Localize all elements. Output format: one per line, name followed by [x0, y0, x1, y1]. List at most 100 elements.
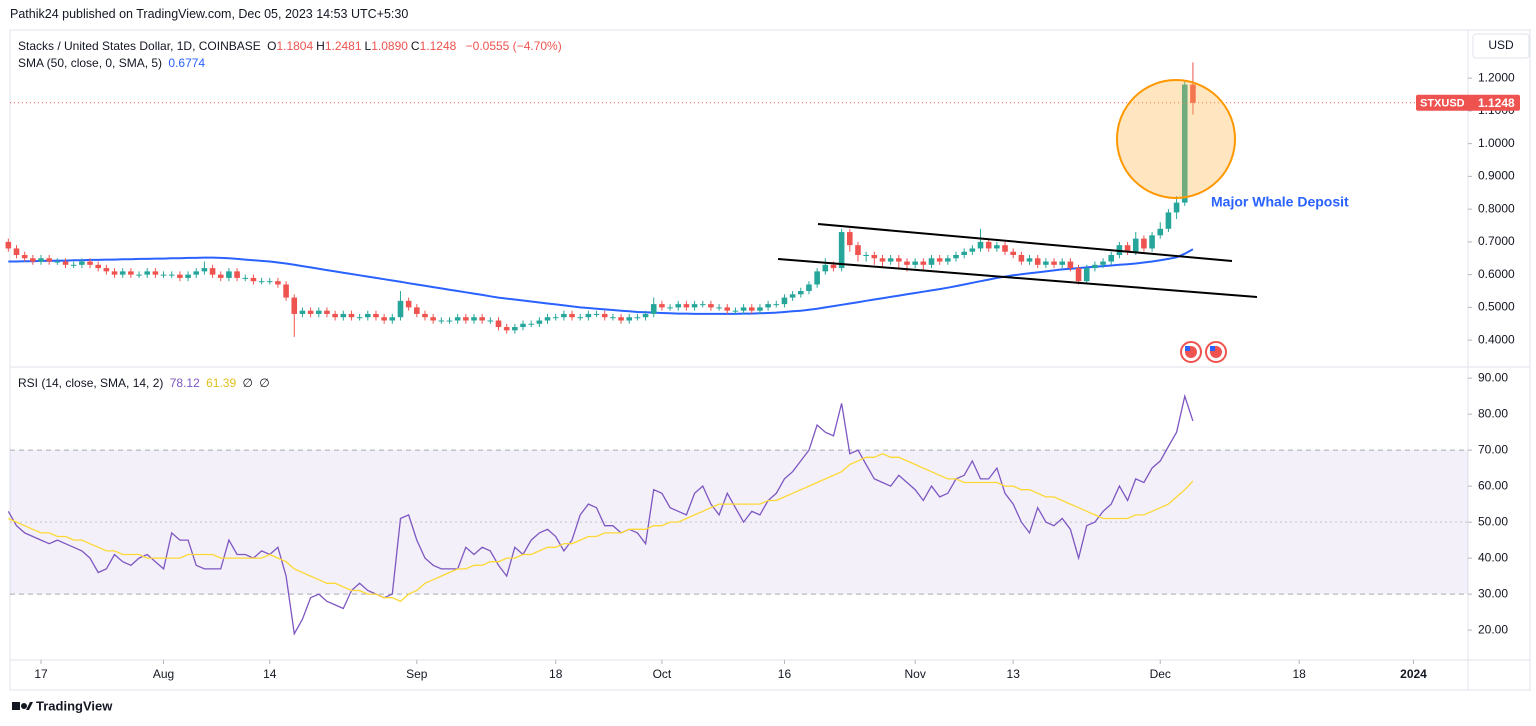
candle-body [1083, 268, 1090, 282]
candle-body [479, 317, 485, 321]
candle-body [1059, 261, 1066, 265]
candle-body [1034, 258, 1041, 265]
y-tick-label: 60.00 [1478, 478, 1508, 492]
candle-body [887, 258, 894, 262]
candle-body [13, 248, 20, 255]
candle-body [912, 261, 918, 265]
y-tick-label: 90.00 [1478, 370, 1508, 384]
x-tick-label: Nov [904, 667, 925, 681]
candle-body [969, 248, 976, 252]
candle-body [62, 261, 69, 265]
candle-body [201, 268, 208, 272]
candle-body [487, 320, 494, 322]
candle-body [21, 254, 28, 259]
candle-body [1141, 238, 1147, 249]
candle-body [463, 317, 469, 321]
candle-body [561, 313, 567, 318]
candle-body [985, 241, 992, 249]
rsi-legend: RSI (14, close, SMA, 14, 2) 78.12 61.39 … [18, 376, 273, 390]
candle-body [185, 274, 191, 278]
candle-body [896, 258, 902, 262]
candle-body [1181, 84, 1188, 203]
frame [9, 29, 1531, 691]
candle-body [1149, 235, 1155, 249]
y-tick-label: 20.00 [1478, 622, 1508, 636]
candle-body [87, 261, 93, 265]
candle-body [119, 271, 126, 275]
candle-body [70, 264, 77, 266]
candle-body [226, 271, 232, 278]
candle-body [111, 271, 118, 275]
candle-body [5, 241, 12, 249]
candle-body [920, 261, 927, 265]
candle-body [1010, 251, 1016, 255]
rsi-extra: ∅ [259, 376, 270, 390]
sma-title: SMA (50, close, 0, SMA, 5) [18, 56, 163, 70]
candle-body [414, 307, 420, 314]
candle-body [495, 320, 502, 328]
candle-body [765, 304, 771, 308]
candle-body [405, 300, 412, 308]
candle-body [544, 317, 551, 321]
candle-body [250, 277, 257, 282]
candle-body [136, 274, 142, 276]
candle-body [291, 297, 298, 314]
y-tick-label: 0.9000 [1478, 169, 1515, 183]
candle-body [904, 261, 910, 265]
price-legend: Stacks / United States Dollar, 1D, COINB… [18, 39, 565, 53]
currency-button[interactable] [1472, 33, 1530, 59]
x-tick-label: Oct [653, 667, 672, 681]
legend-change: −0.0555 (−4.70%) [465, 39, 562, 53]
tradingview-logo [12, 702, 33, 710]
price-tag [1416, 94, 1520, 111]
candle-body [708, 304, 714, 308]
candle-body [46, 258, 52, 262]
candle-body [422, 313, 428, 318]
legend-value: 1.2481 [324, 39, 362, 53]
candle-body [585, 313, 592, 318]
candle-body [822, 264, 829, 272]
candle-body [601, 313, 608, 318]
candle-body [626, 317, 633, 321]
candle-body [789, 294, 796, 298]
candle-body [994, 245, 1000, 249]
candle-body [332, 313, 338, 318]
currency[interactable]: USD [1488, 38, 1514, 52]
candle-body [430, 317, 436, 321]
publisher: Pathik24 published on TradingView.com, D… [10, 7, 409, 21]
candle-body [855, 245, 861, 255]
rsi-ma-line [8, 452, 1194, 603]
candle-body [797, 291, 804, 295]
legend-value: 1.0890 [371, 39, 408, 53]
candle-body [838, 232, 845, 269]
candle-body [569, 313, 575, 318]
rsi-extra: ∅ [242, 376, 253, 390]
candle-body [667, 307, 673, 309]
candle-body [732, 310, 739, 312]
rsi-value: 78.12 [169, 376, 200, 390]
y-tick-label: 0.7000 [1478, 234, 1515, 248]
candle-body [266, 281, 273, 283]
candle-body [234, 271, 240, 278]
candle-body [863, 254, 869, 256]
legend-label: H [316, 39, 325, 53]
candle-body [324, 310, 330, 314]
candle-body [38, 258, 44, 262]
candle-body [577, 317, 584, 319]
candle-body [217, 274, 224, 278]
rsi-title: RSI (14, close, SMA, 14, 2) [18, 376, 164, 390]
event-flag [1205, 341, 1227, 363]
rsi-line [7, 393, 1194, 636]
x-tick-label: 18 [1292, 667, 1306, 681]
candle-body [1132, 238, 1139, 252]
x-tick-label: 18 [549, 667, 563, 681]
candle-body [740, 307, 747, 311]
logo-text: TradingView [36, 698, 113, 713]
candle-body [503, 327, 510, 331]
candle-body [773, 304, 780, 306]
x-tick-label: 14 [263, 667, 277, 681]
y-tick-label: 70.00 [1478, 442, 1508, 456]
candle-body [340, 313, 347, 318]
candle-body [454, 317, 461, 321]
